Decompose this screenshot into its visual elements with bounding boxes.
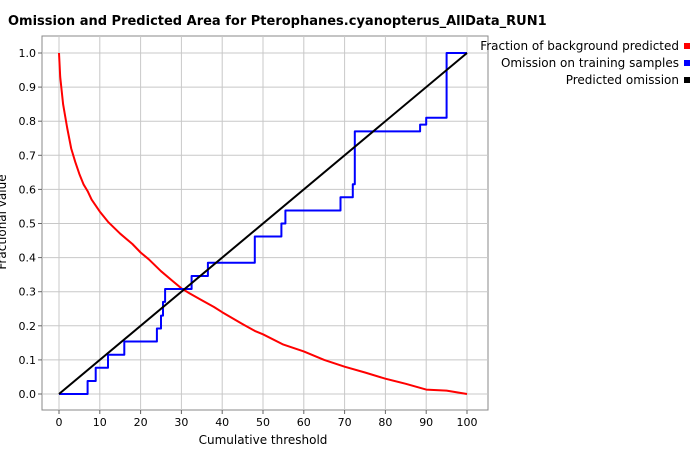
y-tick-label: 0.4 — [19, 252, 37, 265]
y-tick-label: 0.8 — [19, 115, 37, 128]
y-tick-label: 0.6 — [19, 183, 37, 196]
y-axis-title: Fractional value — [0, 174, 9, 270]
legend-swatch-predicted — [684, 77, 690, 83]
legend-swatch-omission — [684, 60, 690, 66]
x-tick-label: 10 — [93, 416, 107, 429]
x-tick-label: 90 — [419, 416, 433, 429]
chart-title: Omission and Predicted Area for Pteropha… — [8, 14, 547, 29]
legend-label-omission: Omission on training samples — [500, 56, 679, 70]
legend-item-predicted: Predicted omission — [480, 72, 690, 89]
x-tick-label: 20 — [134, 416, 148, 429]
legend-item-background: Fraction of background predicted — [480, 38, 690, 55]
y-tick-label: 0.1 — [19, 354, 37, 367]
y-tick-label: 0.0 — [19, 388, 37, 401]
y-tick-label: 0.9 — [19, 81, 37, 94]
x-tick-label: 30 — [174, 416, 188, 429]
legend: Fraction of background predicted Omissio… — [480, 38, 690, 89]
legend-item-omission: Omission on training samples — [480, 55, 690, 72]
x-tick-label: 70 — [338, 416, 352, 429]
legend-swatch-background — [684, 43, 690, 49]
y-tick-label: 0.5 — [19, 218, 37, 231]
y-tick-label: 0.7 — [19, 149, 37, 162]
y-tick-label: 0.2 — [19, 320, 37, 333]
x-tick-label: 40 — [215, 416, 229, 429]
x-tick-label: 100 — [457, 416, 478, 429]
legend-label-predicted: Predicted omission — [565, 73, 679, 87]
x-tick-label: 80 — [378, 416, 392, 429]
x-tick-label: 0 — [56, 416, 63, 429]
x-tick-label: 60 — [297, 416, 311, 429]
legend-label-background: Fraction of background predicted — [480, 39, 679, 53]
y-tick-label: 1.0 — [19, 47, 37, 60]
x-tick-label: 50 — [256, 416, 270, 429]
y-tick-label: 0.3 — [19, 286, 37, 299]
x-axis-title: Cumulative threshold — [198, 433, 328, 447]
series-line-background-predicted — [58, 52, 468, 395]
series-line-predicted-omission — [58, 52, 468, 395]
